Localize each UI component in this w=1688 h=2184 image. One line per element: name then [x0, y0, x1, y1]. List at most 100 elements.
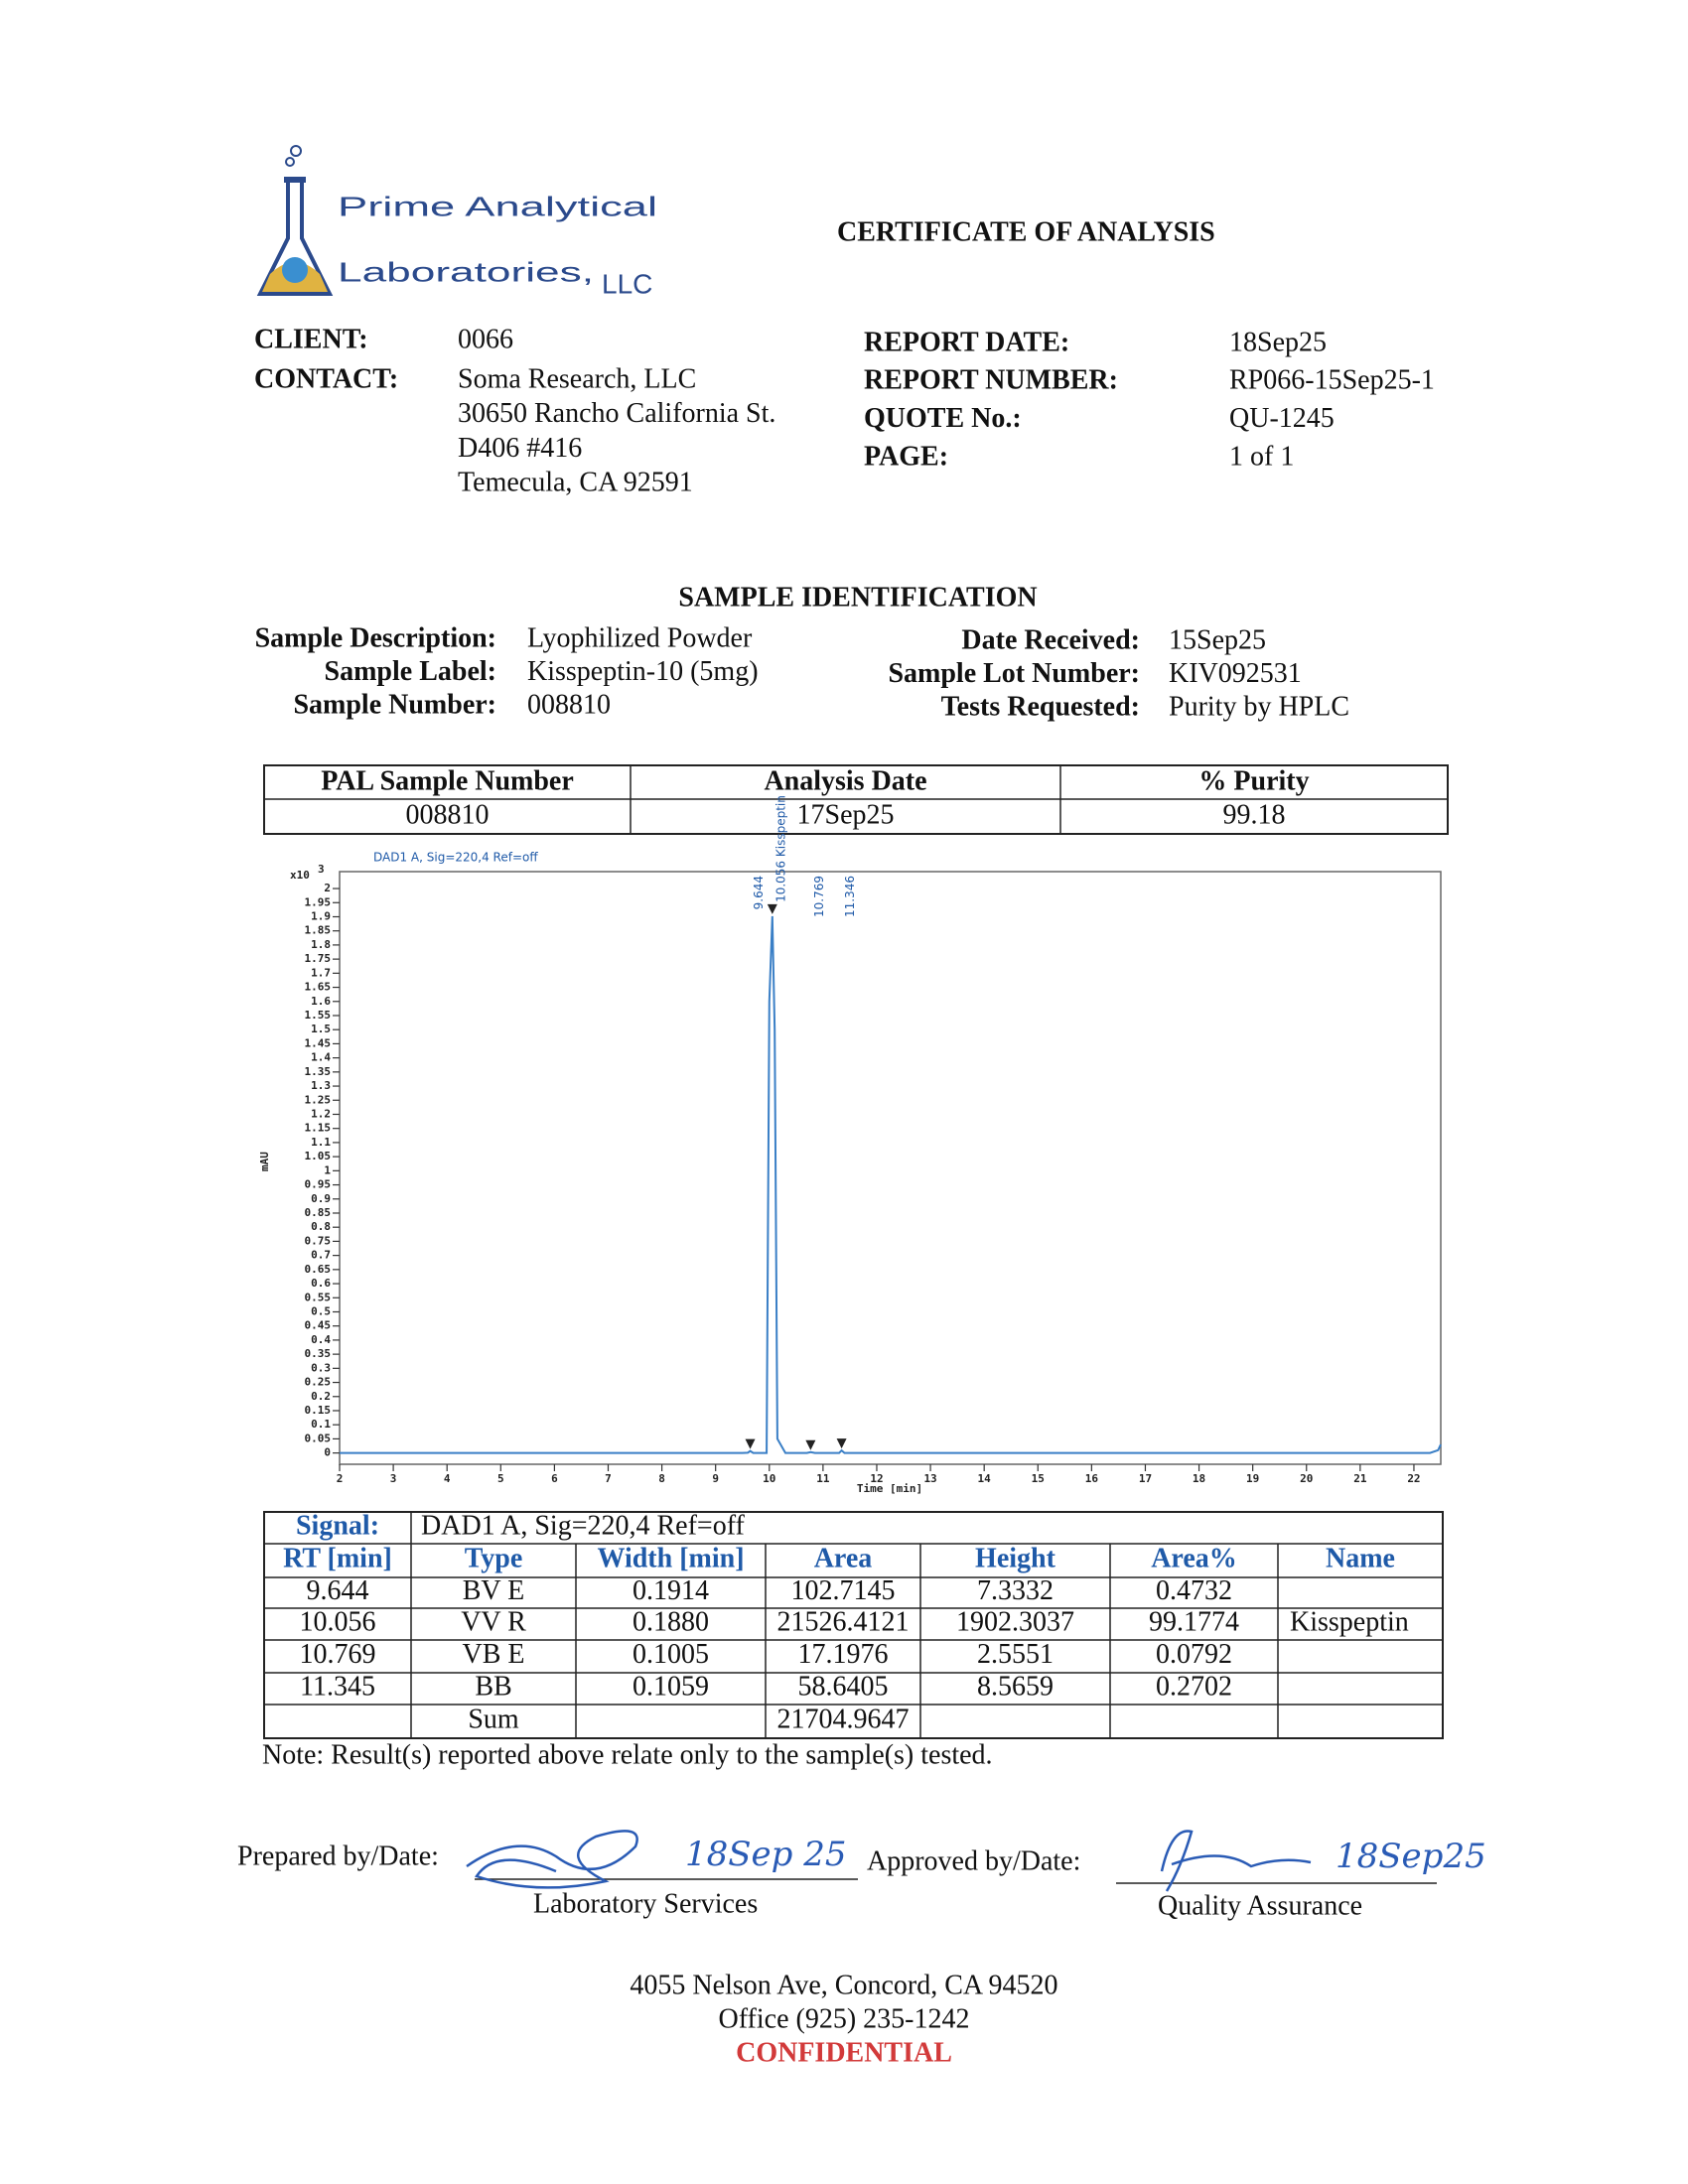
y-tick-label: 1.4: [311, 1051, 331, 1064]
sample-field-label: Tests Requested:: [941, 691, 1140, 722]
contact-line: D406 #416: [458, 433, 582, 464]
report-value: QU-1245: [1229, 403, 1335, 434]
y-tick-label: 1.8: [311, 938, 331, 951]
table-cell: 1902.3037: [956, 1606, 1074, 1637]
x-tick-label: 15: [1032, 1472, 1045, 1485]
sample-field-value: 15Sep25: [1169, 624, 1266, 655]
report-value: 1 of 1: [1229, 441, 1294, 472]
prepared-label: Prepared by/Date:: [237, 1841, 439, 1871]
signal-value: DAD1 A, Sig=220,4 Ref=off: [421, 1510, 746, 1541]
y-tick-label: 1.35: [305, 1065, 332, 1078]
section-heading: SAMPLE IDENTIFICATION: [678, 582, 1037, 613]
x-tick-label: 11: [816, 1472, 830, 1485]
prepared-role: Laboratory Services: [533, 1888, 758, 1919]
y-tick-label: 1.9: [311, 909, 331, 922]
y-tick-label: 1: [324, 1163, 331, 1176]
y-tick-label: 0.85: [305, 1206, 332, 1219]
sample-field-value: Lyophilized Powder: [527, 622, 753, 653]
y-tick-label: 0.75: [305, 1234, 332, 1247]
y-tick-label: 0.3: [311, 1361, 331, 1374]
table-cell: 10.056: [300, 1606, 376, 1637]
peak-marker: [836, 1438, 847, 1449]
sample-field-label: Sample Number:: [293, 689, 496, 720]
sum-value: 21704.9647: [777, 1704, 910, 1734]
table-cell: 17Sep25: [797, 799, 895, 830]
document-title: CERTIFICATE OF ANALYSIS: [837, 216, 1215, 247]
table-cell: BB: [475, 1671, 511, 1702]
y-tick-label: 1.75: [305, 952, 332, 965]
table-cell: 0.2702: [1156, 1671, 1232, 1702]
x-tick-label: 22: [1407, 1472, 1420, 1485]
x-tick-label: 5: [497, 1472, 504, 1485]
table-cell: VB E: [463, 1639, 525, 1670]
y-tick-label: 0.9: [311, 1192, 331, 1205]
y-tick-label: 1.6: [311, 995, 331, 1008]
plot-frame: [339, 871, 1442, 1465]
peak-marker: [767, 903, 777, 914]
y-tick-label: 0.05: [305, 1432, 332, 1444]
x-tick-label: 12: [870, 1472, 883, 1485]
table-cell: 0.4732: [1156, 1575, 1232, 1606]
table-cell: 10.769: [300, 1639, 376, 1670]
sample-field-label: Date Received:: [961, 624, 1140, 655]
client-label: CLIENT:: [254, 324, 368, 354]
x-axis-label: Time [min]: [857, 1482, 922, 1495]
peak-marker: [745, 1438, 756, 1449]
table-cell: 0.1059: [633, 1671, 709, 1702]
y-tick-label: 0.55: [305, 1291, 332, 1303]
y-tick-label: 1.2: [311, 1107, 331, 1120]
logo-icon: [256, 145, 334, 296]
chromatogram-trace: [340, 915, 1442, 1454]
sample-field-label: Sample Lot Number:: [888, 658, 1140, 689]
logo-suffix: LLC: [602, 268, 652, 299]
logo-line2: Laboratories,: [338, 256, 594, 287]
column-header: Height: [975, 1543, 1056, 1573]
contact-line: Temecula, CA 92591: [458, 468, 693, 498]
y-tick-label: 1.25: [305, 1093, 332, 1106]
table-cell: BV E: [463, 1575, 525, 1606]
y-tick-label: 1.1: [311, 1136, 331, 1149]
table-cell: 58.6405: [798, 1671, 889, 1702]
signal-label: Signal:: [296, 1510, 379, 1541]
y-axis-label: mAU: [258, 1152, 271, 1171]
table-cell: 0.0792: [1156, 1639, 1232, 1670]
peak-label: 9.644: [752, 876, 766, 909]
chart-title: DAD1 A, Sig=220,4 Ref=off: [373, 851, 538, 865]
column-header: Area%: [1151, 1543, 1237, 1573]
sample-field-label: Sample Label:: [325, 656, 496, 687]
y-tick-label: 1.15: [305, 1122, 332, 1135]
x-tick-label: 7: [605, 1472, 612, 1485]
table-cell: 0.1914: [633, 1575, 709, 1606]
report-label: QUOTE No.:: [864, 403, 1022, 434]
contact-label: CONTACT:: [254, 363, 398, 394]
table-cell: 99.18: [1223, 799, 1286, 830]
y-multiplier-exponent: 3: [318, 863, 325, 876]
table-cell: 0.1880: [633, 1606, 709, 1637]
table-cell: 17.1976: [798, 1639, 889, 1670]
table-cell: 008810: [406, 799, 490, 830]
table-cell: 0.1005: [633, 1639, 709, 1670]
client-value: 0066: [458, 324, 513, 354]
peak-label: 10.056 Kisspeptin: [774, 795, 787, 902]
table-cell: VV R: [461, 1606, 526, 1637]
y-tick-label: 0.6: [311, 1277, 331, 1290]
column-header: Name: [1326, 1543, 1395, 1573]
y-tick-label: 1.95: [305, 895, 332, 908]
x-tick-label: 13: [923, 1472, 936, 1485]
y-tick-label: 0.1: [311, 1418, 331, 1431]
x-tick-label: 19: [1246, 1472, 1259, 1485]
column-header: % Purity: [1198, 765, 1309, 796]
footer-address: 4055 Nelson Ave, Concord, CA 94520: [630, 1970, 1057, 2000]
y-tick-label: 2: [324, 882, 331, 894]
y-tick-label: 0.2: [311, 1390, 331, 1403]
y-tick-label: 1.65: [305, 981, 332, 994]
peak-table-border: [263, 1511, 1444, 1739]
y-tick-label: 0.35: [305, 1347, 332, 1360]
y-tick-label: 0.95: [305, 1178, 332, 1191]
table-cell: 2.5551: [977, 1639, 1054, 1670]
approved-role: Quality Assurance: [1158, 1890, 1362, 1921]
sample-field-label: Sample Description:: [255, 622, 496, 653]
approved-label: Approved by/Date:: [867, 1845, 1080, 1876]
peak-label: 10.769: [812, 876, 826, 917]
x-tick-label: 10: [763, 1472, 775, 1485]
